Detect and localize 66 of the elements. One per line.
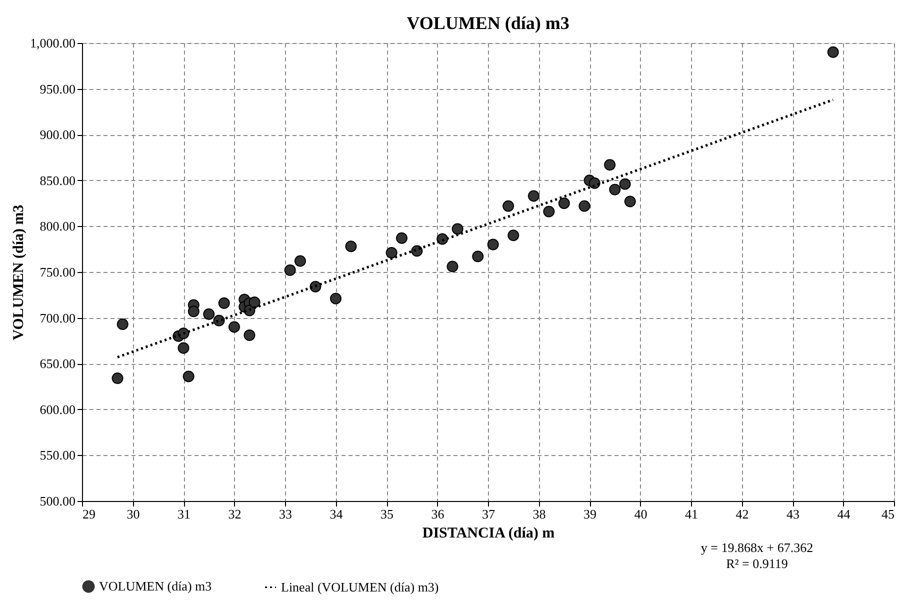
point — [446, 260, 458, 272]
x-tick-label: 43 — [786, 506, 800, 522]
point — [624, 196, 636, 208]
x-tick-label: 32 — [228, 506, 242, 522]
point — [487, 238, 499, 250]
x-tick-label: 42 — [736, 506, 749, 522]
y-tick-label: 600.00 — [40, 402, 76, 417]
y-tick-label: 950.00 — [40, 81, 76, 96]
point — [604, 159, 616, 171]
point — [609, 184, 621, 196]
x-tick-label: 36 — [431, 506, 445, 522]
point — [345, 240, 357, 252]
x-tick-label: 34 — [330, 506, 344, 522]
point — [188, 306, 200, 318]
point — [386, 247, 398, 258]
legend-label: VOLUMEN (día) m3 — [99, 578, 212, 594]
chart-title: VOLUMEN (día) m3 — [406, 13, 570, 33]
point — [116, 318, 128, 330]
y-tick-label: 550.00 — [40, 448, 76, 463]
point — [528, 190, 540, 202]
x-tick-label: 40 — [634, 506, 648, 522]
x-tick-label: 41 — [685, 506, 698, 522]
y-tick-label: 800.00 — [40, 218, 76, 234]
y-tick-label: 1,000.00 — [30, 36, 76, 50]
point — [178, 342, 190, 354]
x-tick-label: 45 — [882, 506, 894, 522]
point — [543, 206, 555, 218]
legend-label: Lineal (VOLUMEN (día) m3) — [281, 579, 439, 594]
point — [558, 198, 570, 210]
point — [578, 200, 590, 212]
x-axis-title: DISTANCIA (día) m — [422, 526, 556, 542]
point — [508, 230, 520, 242]
point — [203, 308, 215, 320]
point — [284, 264, 296, 276]
y-axis-title: VOLUMEN (día) m3 — [11, 204, 27, 340]
point — [228, 321, 240, 333]
point — [244, 329, 256, 341]
x-tick-label: 30 — [126, 506, 140, 522]
x-tick-label: 44 — [837, 506, 851, 522]
point — [827, 46, 839, 58]
y-tick-label: 750.00 — [40, 264, 76, 280]
point — [248, 296, 260, 308]
x-tick-label: 33 — [279, 506, 292, 522]
y-tick-label: 700.00 — [40, 310, 76, 326]
x-tick-label: 35 — [380, 506, 394, 522]
point — [502, 200, 514, 212]
y-tick-label: 900.00 — [40, 127, 76, 142]
y-tick-label: 500.00 — [40, 494, 76, 508]
y-tick-label: 850.00 — [40, 172, 76, 188]
point — [182, 370, 194, 382]
x-tick-label: 29 — [82, 506, 96, 522]
point — [330, 292, 342, 304]
text: R² = 0.9119 — [726, 556, 788, 571]
y-tick-label: 650.00 — [40, 356, 76, 372]
point — [112, 372, 124, 384]
point — [452, 223, 464, 235]
x-tick-label: 39 — [584, 506, 596, 522]
point — [396, 232, 408, 244]
x-tick-label: 38 — [532, 506, 546, 522]
point — [472, 250, 484, 262]
point — [619, 178, 631, 190]
x-tick-label: 37 — [482, 506, 496, 522]
x-tick-label: 31 — [178, 506, 190, 522]
text: y = 19.868x + 67.362 — [700, 540, 814, 555]
point — [218, 297, 230, 309]
point — [294, 255, 306, 267]
